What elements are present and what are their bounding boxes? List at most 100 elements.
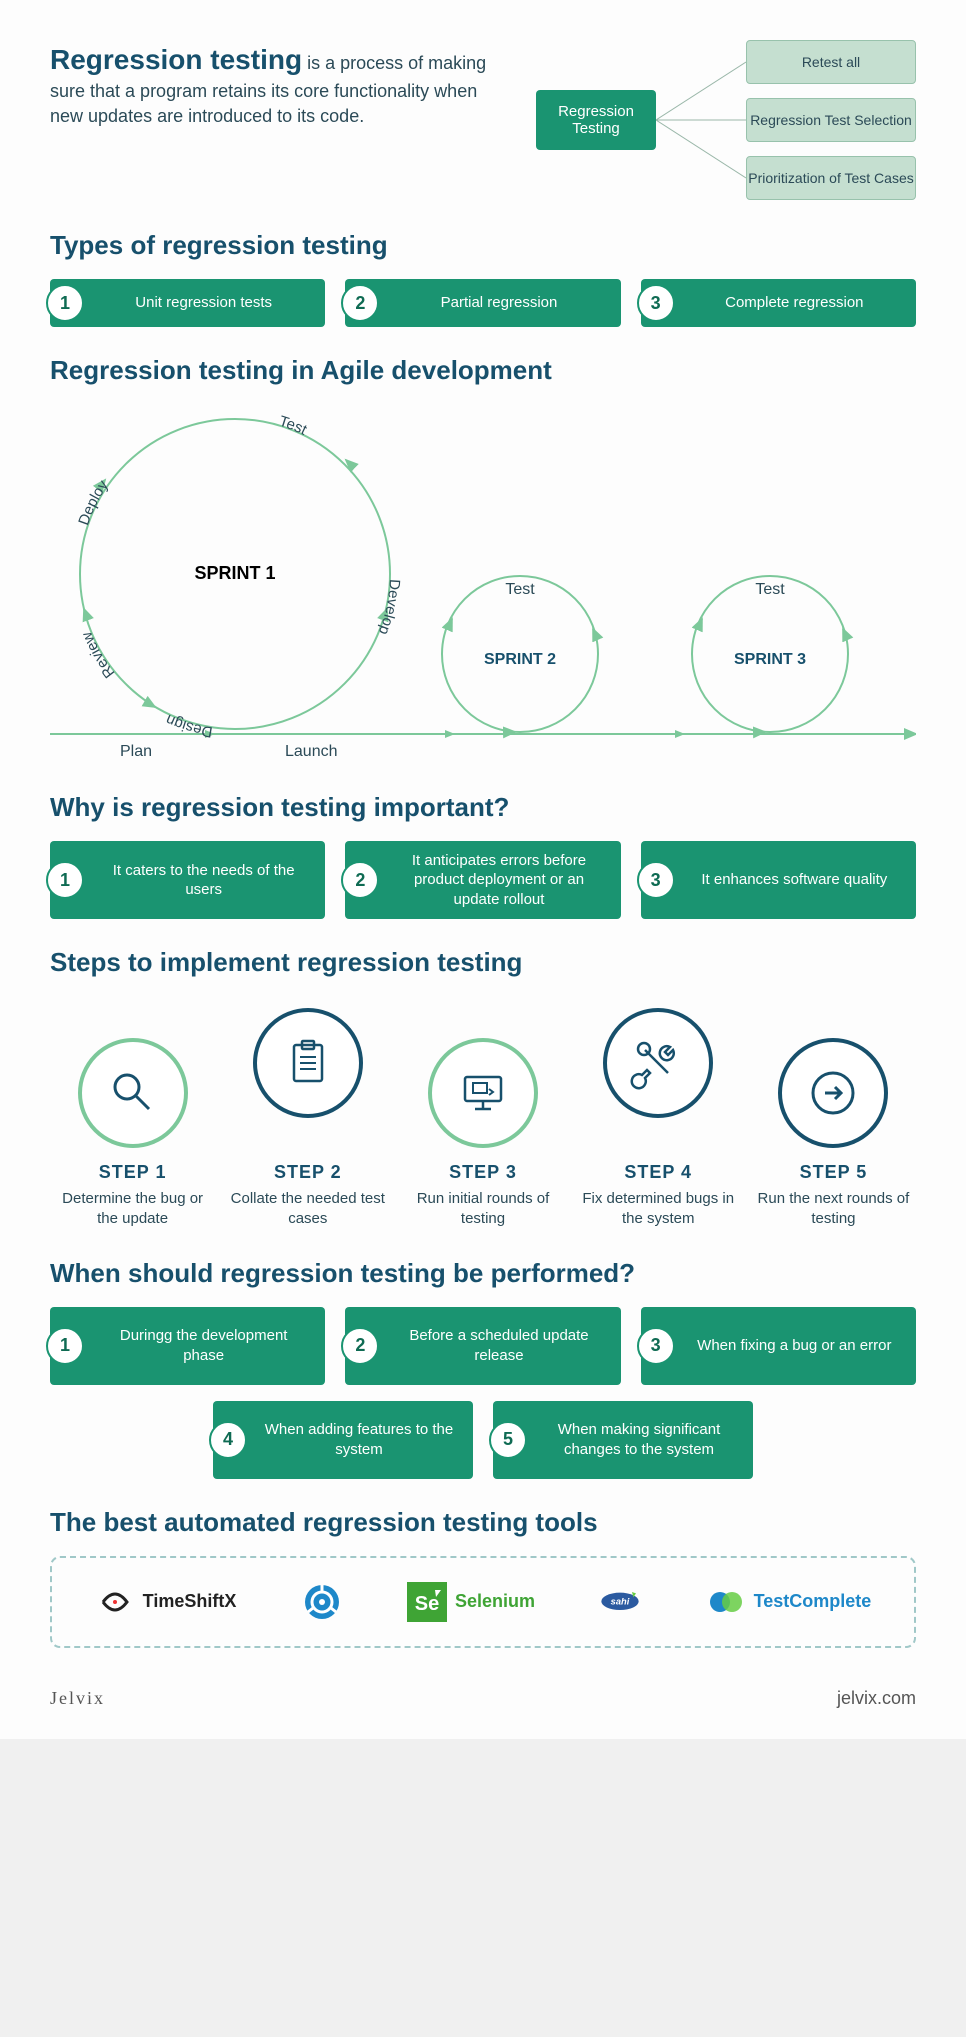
pill-1: 1Duringg the development phase [50, 1307, 325, 1385]
pill-2: 2It anticipates errors before product de… [345, 841, 620, 919]
step-2: STEP 2 Collate the needed test cases [225, 998, 390, 1230]
pill-number: 3 [637, 1327, 675, 1365]
step-desc: Run initial rounds of testing [400, 1189, 565, 1230]
pill-text: It enhances software quality [691, 870, 898, 890]
svg-text:sahi: sahi [611, 1597, 630, 1607]
wrench-icon [630, 1035, 686, 1091]
agile-svg: SPRINT 1 Deploy Test Develop Design Revi… [50, 404, 916, 764]
page-title: Regression testing [50, 44, 302, 75]
pill-text: Complete regression [691, 293, 898, 313]
pill-text: Unit regression tests [100, 293, 307, 313]
pill-text: It caters to the needs of the users [100, 861, 307, 900]
intro-text: Regression testing is a process of makin… [50, 40, 506, 130]
pill-number: 1 [46, 1327, 84, 1365]
heading-steps: Steps to implement regression testing [50, 947, 916, 978]
tool-Selenium: Se Selenium [407, 1582, 535, 1622]
why-row: 1It caters to the needs of the users2It … [50, 841, 916, 919]
heading-agile: Regression testing in Agile development [50, 355, 916, 386]
pill-2: 2Partial regression [345, 279, 620, 327]
svg-text:Test: Test [755, 581, 785, 598]
se-icon: Se [407, 1582, 447, 1622]
sprint1-label: SPRINT 1 [194, 563, 275, 583]
sahi-icon: sahi [600, 1582, 640, 1622]
svg-text:Develop: Develop [375, 579, 403, 637]
svg-text:Review: Review [78, 629, 118, 681]
pill-number: 4 [209, 1421, 247, 1459]
pill-number: 3 [637, 284, 675, 322]
pill-2: 2Before a scheduled update release [345, 1307, 620, 1385]
tree-diagram: Regression Testing Retest all Regression… [536, 40, 916, 200]
when-row-1: 1Duringg the development phase 2Before a … [50, 1307, 916, 1385]
step-3: STEP 3 Run initial rounds of testing [400, 998, 565, 1230]
pill-number: 1 [46, 861, 84, 899]
footer-left: Jelvix [50, 1688, 105, 1709]
step-title: STEP 1 [50, 1162, 215, 1183]
step-title: STEP 5 [751, 1162, 916, 1183]
agile-diagram: SPRINT 1 Deploy Test Develop Design Revi… [50, 404, 916, 764]
step-circle [253, 1008, 363, 1118]
step-4: STEP 4 Fix determined bugs in the system [576, 998, 741, 1230]
step-title: STEP 4 [576, 1162, 741, 1183]
tool-TimeShiftX: TimeShiftX [95, 1582, 237, 1622]
tree-root: Regression Testing [536, 90, 656, 150]
tree-leaf-1: Regression Test Selection [746, 98, 916, 142]
step-desc: Determine the bug or the update [50, 1189, 215, 1230]
pill-3: 3It enhances software quality [641, 841, 916, 919]
svg-text:Deploy: Deploy [75, 477, 112, 528]
timeshift-icon [95, 1582, 135, 1622]
pill-text: It anticipates errors before product dep… [395, 851, 602, 910]
tree-leaf-2: Prioritization of Test Cases [746, 156, 916, 200]
step-desc: Fix determined bugs in the system [576, 1189, 741, 1230]
steps-row: STEP 1Determine the bug or the updateSTE… [50, 998, 916, 1230]
step-1: STEP 1 Determine the bug or the update [50, 998, 215, 1230]
when-row-2: 4When adding features to the system5When… [50, 1401, 916, 1479]
svg-text:Se: Se [415, 1593, 439, 1615]
arrow-icon [805, 1065, 861, 1121]
pill-text: When making significant changes to the s… [543, 1420, 735, 1459]
pill-number: 2 [341, 284, 379, 322]
intro-row: Regression testing is a process of makin… [50, 40, 916, 200]
pill-text: Before a scheduled update release [395, 1326, 602, 1365]
step-circle [778, 1038, 888, 1148]
tc-icon [706, 1582, 746, 1622]
heading-when: When should regression testing be perfor… [50, 1258, 916, 1289]
svg-text:SPRINT 3: SPRINT 3 [734, 651, 806, 668]
step-circle [78, 1038, 188, 1148]
step-circle [603, 1008, 713, 1118]
magnify-icon [105, 1065, 161, 1121]
step-desc: Collate the needed test cases [225, 1189, 390, 1230]
footer-right: jelvix.com [837, 1688, 916, 1709]
svg-text:Design: Design [163, 711, 214, 741]
step-title: STEP 2 [225, 1162, 390, 1183]
tool-label: TestComplete [754, 1591, 872, 1612]
pill-text: Partial regression [395, 293, 602, 313]
step-5: STEP 5Run the next rounds of testing [751, 998, 916, 1230]
svg-text:Plan: Plan [120, 743, 152, 760]
pill-3: 3Complete regression [641, 279, 916, 327]
pill-1: 1Unit regression tests [50, 279, 325, 327]
pill-number: 5 [489, 1421, 527, 1459]
step-title: STEP 3 [400, 1162, 565, 1183]
svg-text:Test: Test [505, 581, 535, 598]
step-circle [428, 1038, 538, 1148]
pill-text: When fixing a bug or an error [691, 1336, 898, 1356]
pill-text: Duringg the development phase [100, 1326, 307, 1365]
tree-leaf-0: Retest all [746, 40, 916, 84]
tool-label: Selenium [455, 1591, 535, 1612]
pill-number: 3 [637, 861, 675, 899]
pill-number: 2 [341, 861, 379, 899]
pill-text: When adding features to the system [263, 1420, 455, 1459]
pill-5: 5When making significant changes to the … [493, 1401, 753, 1479]
pill-1: 1It caters to the needs of the users [50, 841, 325, 919]
clipboard-icon [280, 1035, 336, 1091]
footer: Jelvix jelvix.com [50, 1688, 916, 1709]
pill-4: 4When adding features to the system [213, 1401, 473, 1479]
heading-types: Types of regression testing [50, 230, 916, 261]
tool-sahi: sahi [600, 1582, 640, 1622]
heading-why: Why is regression testing important? [50, 792, 916, 823]
pill-number: 1 [46, 284, 84, 322]
svg-text:SPRINT 2: SPRINT 2 [484, 651, 556, 668]
types-row: 1Unit regression tests2Partial regressio… [50, 279, 916, 327]
monitor-icon [455, 1065, 511, 1121]
tree-connectors [656, 40, 746, 200]
